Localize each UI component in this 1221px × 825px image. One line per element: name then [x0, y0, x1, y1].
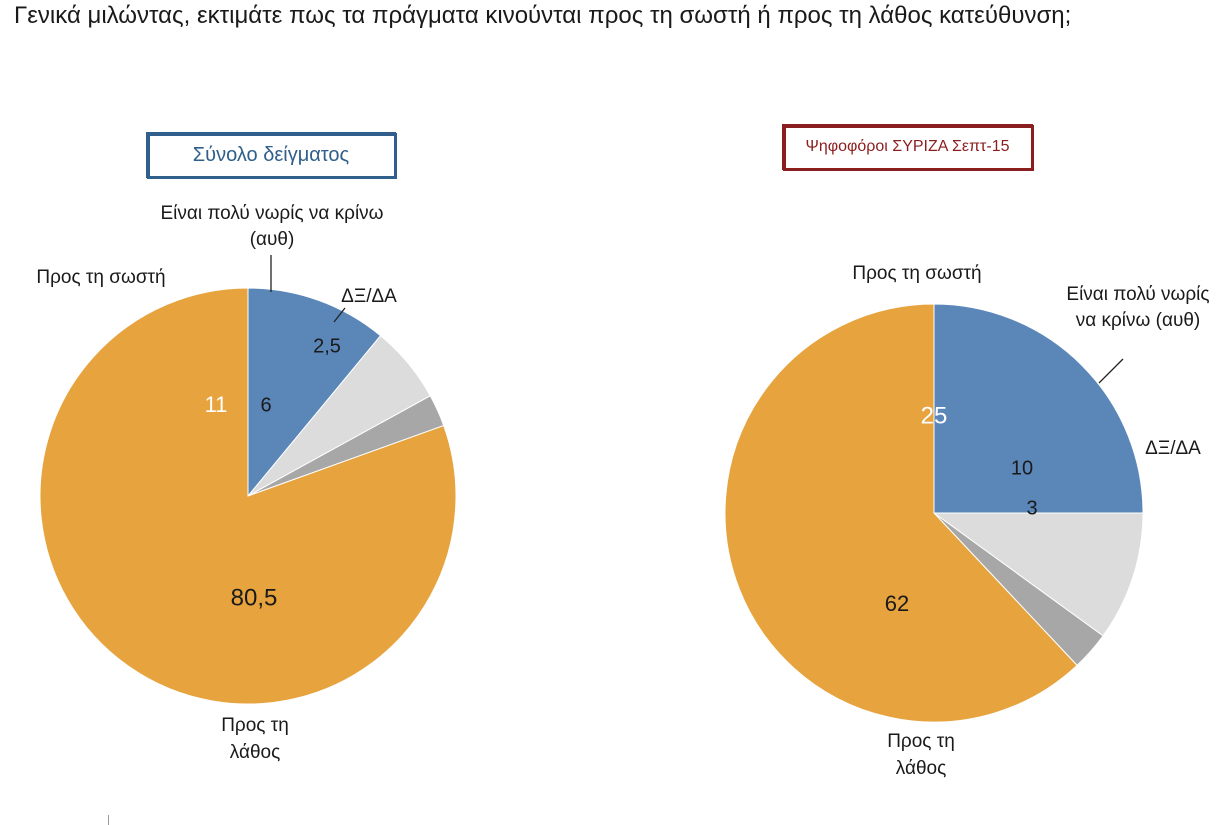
slice-value-right: 11 — [205, 392, 228, 417]
slice-label-line: ΔΞ/ΔΑ — [1145, 438, 1201, 459]
pie-slice-right — [933, 303, 1144, 514]
pie-slice-wrong — [39, 287, 457, 705]
slice-label-line: Προς τη — [221, 715, 289, 736]
pie-slice-right — [247, 287, 382, 498]
axis-tick — [108, 815, 109, 825]
slice-value-early: 10 — [1011, 457, 1033, 479]
slice-label-dk: ΔΞ/ΔΑ — [1145, 438, 1201, 459]
slice-value-wrong: 62 — [885, 591, 909, 616]
pie-slice-wrong — [724, 303, 1078, 723]
slice-label-line: λάθος — [230, 742, 281, 763]
slice-label-line: Είναι πολύ νωρίς — [1066, 284, 1209, 305]
chart-title-syriza-voters: Ψηφοφόροι ΣΥΡΙΖΑ Σεπτ-15 — [782, 124, 1033, 170]
slice-label-line: να κρίνω (αυθ) — [1076, 310, 1201, 331]
pie-chart-1: 11 6 2,5 80,5 Προς τη σωστή Είναι πολύ νωρίς … — [36, 203, 457, 763]
slice-label-line: Είναι πολύ νωρίς να κρίνω — [160, 203, 383, 224]
slice-label-wrong: Προς τη λάθος — [887, 731, 955, 779]
slice-label-early: Είναι πολύ νωρίς να κρίνω (αυθ) — [160, 203, 383, 250]
chart-title-total-sample: Σύνολο δείγματος — [146, 132, 396, 178]
slice-label-dk: ΔΞ/ΔΑ — [341, 286, 397, 307]
slice-value-dk: 3 — [1026, 497, 1037, 519]
slice-value-wrong: 80,5 — [231, 584, 278, 611]
pie-slice-early — [932, 512, 1144, 637]
pie-chart-2: 25 10 3 62 Προς τη σωστή Είναι πολύ νωρίς να κ… — [724, 263, 1210, 779]
slice-label-line: ΔΞ/ΔΑ — [341, 286, 397, 307]
slice-label-line: (αυθ) — [250, 229, 295, 250]
slice-value-right: 25 — [921, 402, 948, 429]
leader-line-dk — [333, 307, 346, 323]
slice-label-wrong: Προς τη λάθος — [221, 715, 289, 763]
slice-label-line: Προς τη σωστή — [852, 263, 981, 284]
slice-value-early: 6 — [260, 394, 271, 416]
slice-label-line: λάθος — [896, 758, 947, 779]
leader-line-early — [1098, 358, 1124, 384]
slice-label-line: Προς τη — [887, 731, 955, 752]
slice-label-right: Προς τη σωστή — [852, 263, 981, 284]
slice-label-right: Προς τη σωστή — [36, 267, 165, 288]
slice-value-dk: 2,5 — [313, 335, 341, 357]
slice-label-early: Είναι πολύ νωρίς να κρίνω (αυθ) — [1066, 284, 1209, 331]
question-title: Γενικά μιλώντας, εκτιμάτε πως τα πράγματ… — [14, 2, 1072, 29]
slice-label-line: Προς τη σωστή — [36, 267, 165, 288]
